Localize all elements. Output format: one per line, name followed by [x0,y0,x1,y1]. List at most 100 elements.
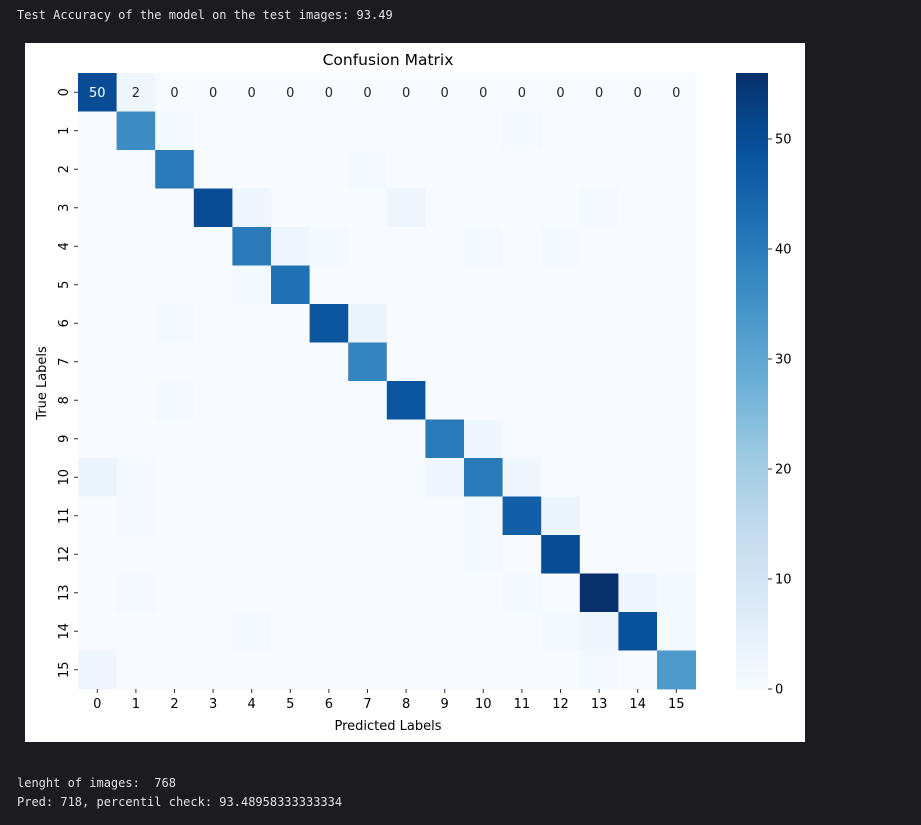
heatmap-cell [541,265,581,305]
heatmap-cell [155,342,195,382]
heatmap-cell [386,342,426,382]
heatmap-cell [348,73,388,112]
heatmap-cell [232,150,272,189]
heatmap-cell [309,265,349,305]
heatmap-cell [425,381,465,420]
heatmap-cell [579,188,619,228]
heatmap-cell [78,342,117,382]
heatmap-cell [657,419,696,459]
heatmap-cell [116,265,156,305]
heatmap-cell [116,419,156,459]
heatmap-cell [618,150,658,189]
heatmap-cell [502,342,542,382]
heatmap-cell [193,650,233,690]
cell-value-label: 0 [595,86,603,101]
heatmap-cell [116,73,156,112]
y-tick-label: 7 [57,358,72,366]
heatmap-cell [657,265,696,305]
heatmap-cell [618,650,658,690]
y-tick-label: 6 [57,319,72,327]
heatmap-cell [193,73,233,112]
cell-value-label: 0 [634,86,642,101]
heatmap-cell [348,573,388,613]
heatmap-cell [155,265,195,305]
heatmap-cell [116,496,156,536]
heatmap-cell [116,342,156,382]
y-tick-label: 15 [57,661,72,678]
heatmap-cell [309,381,349,420]
y-tick-label: 0 [57,88,72,96]
heatmap-cell [541,612,581,651]
cell-value-label: 0 [286,86,294,101]
heatmap-cell [386,496,426,536]
heatmap-cell [657,535,696,574]
heatmap-cell [232,304,272,343]
heatmap-cell [657,650,696,690]
x-tick-label: 12 [552,697,569,712]
heatmap-cell [271,650,310,690]
heatmap-cell [78,650,117,690]
heatmap-cell [541,458,581,497]
output-length-text: lenght of images: 768 [17,776,176,790]
cell-value-label: 0 [402,86,410,101]
heatmap-cell [386,73,426,112]
heatmap-cell [116,573,156,613]
heatmap-cell [386,150,426,189]
heatmap-cell [618,419,658,459]
heatmap-cell [502,111,542,151]
heatmap-cell [116,650,156,690]
heatmap-cell [386,419,426,459]
heatmap-cell [309,188,349,228]
heatmap-cell [502,150,542,189]
heatmap-cell [657,496,696,536]
heatmap-cell [78,73,117,112]
heatmap-cell [618,111,658,151]
heatmap-cell [116,535,156,574]
heatmap-cell [116,304,156,343]
x-tick-label: 2 [170,697,178,712]
cell-value-label: 0 [556,86,564,101]
heatmap-cell [425,73,465,112]
heatmap-cell [155,111,195,151]
heatmap-cell [657,304,696,343]
heatmap-cell [78,188,117,228]
heatmap-cell [579,458,619,497]
cell-value-label: 0 [441,86,449,101]
colorbar-tick-label: 0 [775,683,783,698]
heatmap-cell [657,381,696,420]
heatmap-cell [348,111,388,151]
heatmap-cell [309,419,349,459]
heatmap-cell [618,227,658,266]
heatmap-cell [348,304,388,343]
heatmap-cell [348,150,388,189]
heatmap-cell [193,227,233,266]
heatmap-cell [425,227,465,266]
heatmap-cell [541,496,581,536]
heatmap-cell [579,381,619,420]
heatmap-cell [425,650,465,690]
x-tick-label: 14 [629,697,646,712]
heatmap-cell [348,650,388,690]
heatmap-cell [193,304,233,343]
heatmap-cell [386,188,426,228]
heatmap-cell [78,227,117,266]
heatmap-cell [425,111,465,151]
heatmap-cell [271,612,310,651]
x-axis-label: Predicted Labels [334,719,441,734]
heatmap-cell [193,381,233,420]
heatmap-cell [309,612,349,651]
heatmap-cell [78,496,117,536]
heatmap-cell [232,381,272,420]
heatmap-cell [78,381,117,420]
heatmap-cell [193,150,233,189]
heatmap-cell [232,227,272,266]
heatmap-cell [618,573,658,613]
heatmap-cell [386,535,426,574]
x-tick-label: 1 [132,697,140,712]
heatmap-cell [348,227,388,266]
heatmap-cell [618,73,658,112]
x-tick-label: 0 [93,697,101,712]
x-axis-ticks: 0 1 2 3 4 5 6 7 8 9 10 11 12 13 14 15 [93,689,685,712]
heatmap-cell [541,150,581,189]
heatmap-cell [309,111,349,151]
